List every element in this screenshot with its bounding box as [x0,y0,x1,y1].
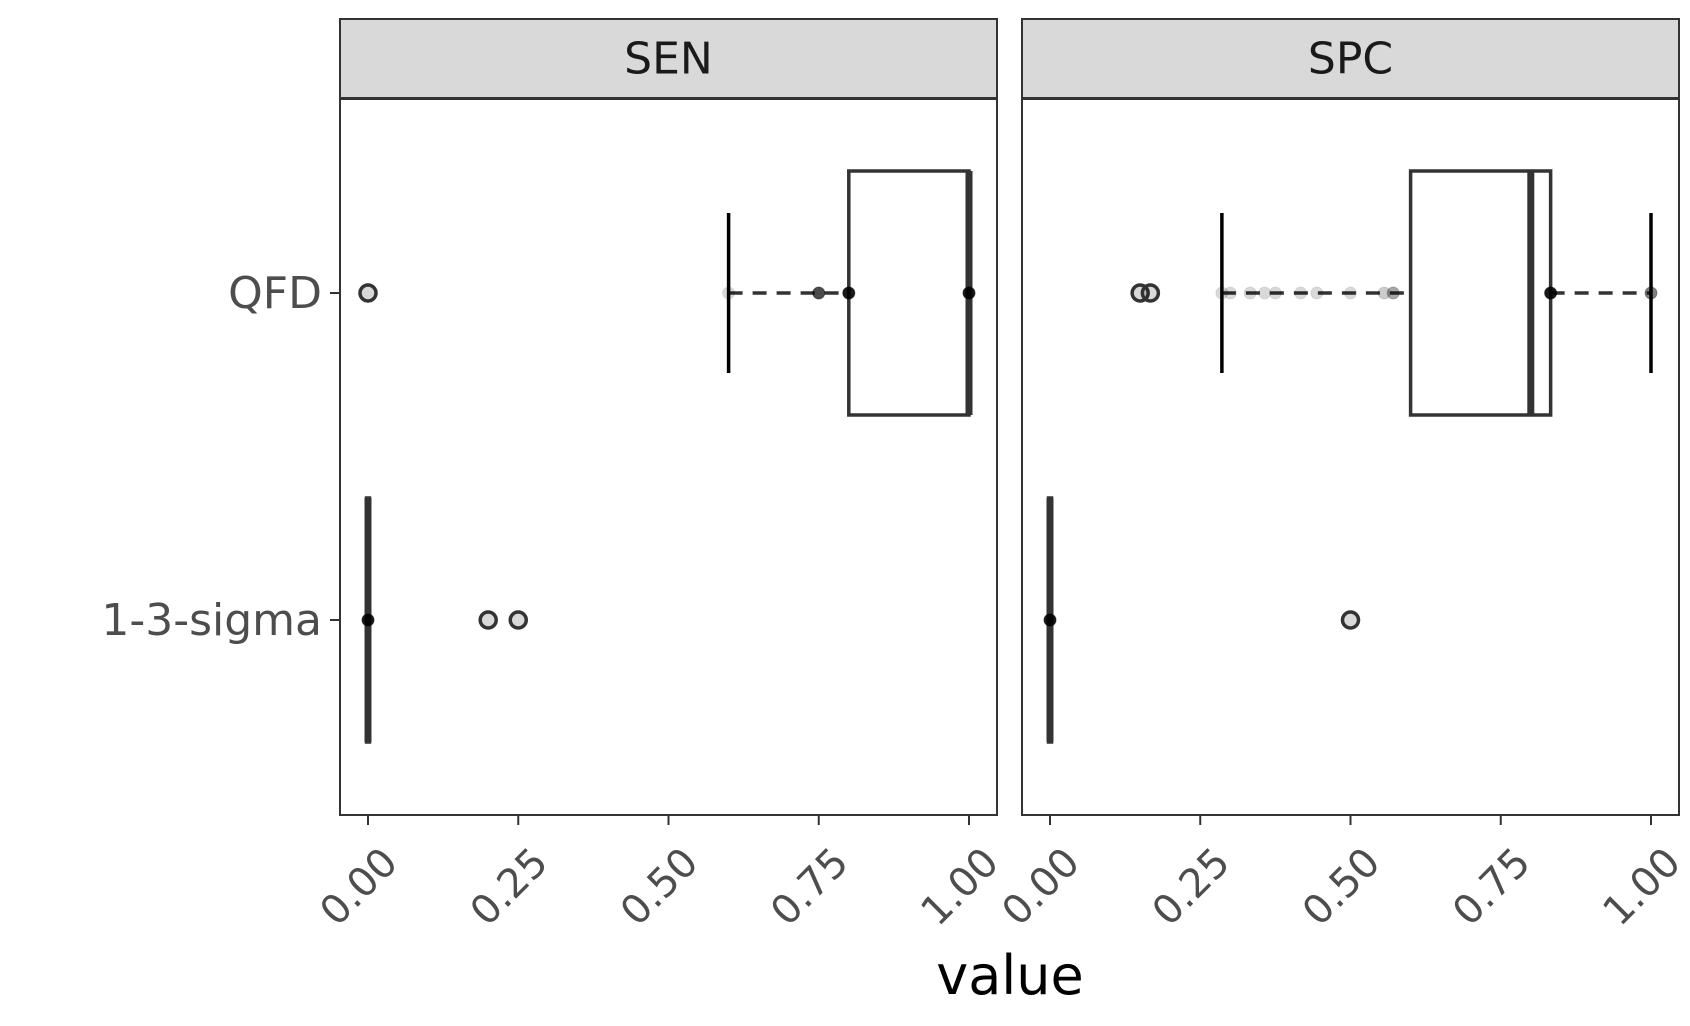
x-tick-label-spc-4: 0.75 [1444,839,1540,935]
outlier-point-1 [1340,610,1361,630]
strip-spc [1021,18,1680,99]
x-tick-label-spc-3: 0.50 [1294,839,1390,935]
data-point-10 [1386,286,1400,300]
x-axis-title: value [936,944,1084,1007]
data-point-5 [1268,286,1282,300]
panels-layer: SEN 0.00 0.25 0.50 0.75 1.00 SPC 0.00 0.25 0.50 0.… [311,18,1690,935]
x-tick-label-spc-1: 0.00 [993,839,1089,935]
data-point-1 [722,286,736,300]
data-point-4 [962,286,976,300]
data-point-3 [842,286,856,300]
panel-spc: SPC 0.00 0.25 0.50 0.75 1.00 [993,18,1690,935]
data-point-11 [1544,286,1558,300]
x-tick-label-sen-2: 0.25 [462,839,558,935]
data-point-2 [812,286,826,300]
data-point-8 [1344,286,1357,300]
data-point-3 [1243,286,1257,300]
x-tick-label-sen-3: 0.50 [612,839,708,935]
box-iqr [1408,169,1553,417]
data-point-12 [1644,286,1658,300]
x-tick-label-sen-1: 0.00 [311,839,407,935]
outlier-point-2 [1140,283,1161,303]
data-point-1 [361,613,375,627]
strip-label-spc: SPC [1308,34,1393,85]
outlier-point-2 [508,610,528,630]
data-point-4 [1258,286,1272,300]
x-tick-label-sen-5: 1.00 [912,839,1008,935]
box-iqr [847,169,971,417]
data-point-9 [1377,286,1391,300]
x-tick-label-spc-2: 0.25 [1144,839,1240,935]
x-tick-label-sen-4: 0.75 [762,839,858,935]
strip-label-sen: SEN [624,34,713,85]
outlier-point-1 [358,283,378,303]
boxplot-sen-qfd [358,169,976,417]
boxplot-spc-qfd [1130,169,1658,417]
strip-sen [339,18,998,99]
panel-border-spc [1021,98,1680,816]
y-tick-label-1-3-sigma: 1-3-sigma [101,595,322,646]
data-point-7 [1310,286,1324,300]
boxplot-sen-1-3-sigma [361,496,528,744]
y-tick-label-qfd: QFD [228,268,322,319]
data-point-6 [1294,286,1308,300]
data-point-2 [1223,286,1237,300]
x-tick-label-spc-5: 1.00 [1594,839,1690,935]
y-axis-layer: QFD 1-3-sigma [101,268,340,646]
panel-sen: SEN 0.00 0.25 0.50 0.75 1.00 [311,18,1008,935]
outlier-point-1 [478,610,498,630]
data-point-1 [1043,613,1057,627]
data-point-1 [1215,286,1229,300]
boxplot-spc-1-3-sigma [1043,496,1361,744]
